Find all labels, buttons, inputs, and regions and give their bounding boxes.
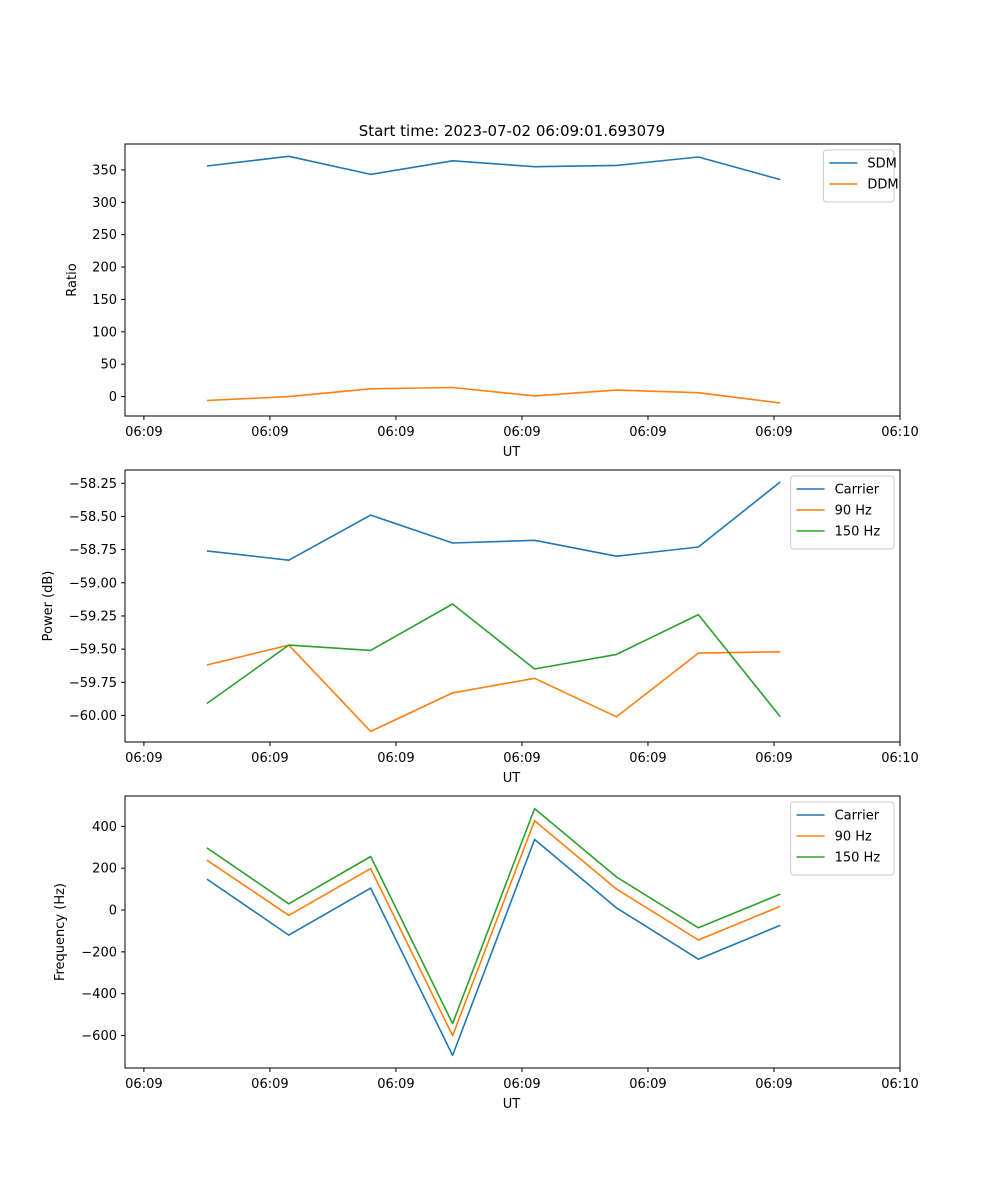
chart-power: 06:09 06:09 06:09 06:09 06:09 06:09 06:10 −60.0… [41, 469, 919, 786]
figure-title: Start time: 2023-07-02 06:09:01.693079 [359, 122, 665, 140]
x-tick-label: 06:09 [503, 425, 540, 440]
legend-label: SDM [867, 157, 896, 172]
y-tick-label: −59.00 [69, 576, 117, 591]
x-axis-label: UT [503, 771, 521, 786]
series-line-carrier [206, 838, 781, 1057]
y-tick-label: −59.25 [69, 609, 117, 624]
series-line-carrier [206, 481, 781, 562]
y-tick-label: 300 [92, 196, 117, 211]
series-line-150-hz [206, 807, 781, 1025]
legend-label: Carrier [835, 809, 880, 824]
x-tick-label: 06:09 [125, 425, 162, 440]
y-tick-label: 400 [92, 820, 117, 835]
y-tick-label: −59.50 [69, 643, 117, 658]
x-tick-label: 06:09 [629, 1077, 666, 1092]
y-tick-label: −58.75 [69, 543, 117, 558]
x-tick-label: 06:09 [125, 751, 162, 766]
series-line-90-hz [206, 819, 781, 1037]
legend-label: Carrier [835, 483, 880, 498]
y-tick-label: 200 [92, 261, 117, 276]
y-tick-label: 150 [92, 293, 117, 308]
x-tick-label: 06:10 [881, 425, 918, 440]
x-tick-label: 06:09 [755, 751, 792, 766]
y-axis-label: Frequency (Hz) [53, 883, 68, 981]
y-axis-label: Ratio [65, 263, 80, 296]
x-tick-label: 06:10 [881, 1077, 918, 1092]
x-axis-label: UT [503, 1097, 521, 1112]
axes-frame [124, 469, 901, 743]
legend: SDM DDM [822, 149, 899, 203]
axes-frame [124, 143, 901, 417]
series-line-90-hz [206, 644, 781, 733]
legend: Carrier 90 Hz 150 Hz [790, 475, 895, 550]
x-tick-label: 06:09 [251, 1077, 288, 1092]
x-tick-label: 06:10 [881, 751, 918, 766]
x-tick-label: 06:09 [377, 425, 414, 440]
y-tick-label: 0 [109, 390, 117, 405]
y-tick-label: −58.25 [69, 477, 117, 492]
x-tick-label: 06:09 [251, 751, 288, 766]
series-line-sdm [206, 155, 781, 181]
legend-label: 150 Hz [835, 525, 881, 540]
series-line-150-hz [206, 603, 781, 718]
x-tick-label: 06:09 [503, 1077, 540, 1092]
x-tick-label: 06:09 [125, 1077, 162, 1092]
x-tick-label: 06:09 [755, 425, 792, 440]
x-tick-label: 06:09 [503, 751, 540, 766]
y-tick-label: −60.00 [69, 709, 117, 724]
y-tick-label: 200 [92, 862, 117, 877]
y-tick-label: 250 [92, 228, 117, 243]
y-tick-label: −58.50 [69, 510, 117, 525]
axes-frame [124, 795, 901, 1069]
y-tick-label: −59.75 [69, 676, 117, 691]
series-line-ddm [206, 386, 781, 404]
y-axis-label: Power (dB) [41, 571, 56, 642]
x-tick-label: 06:09 [629, 425, 666, 440]
x-tick-label: 06:09 [377, 751, 414, 766]
legend-label: 150 Hz [835, 851, 881, 866]
chart-ratio: 06:09 06:09 06:09 06:09 06:09 06:09 06:10 0 50 10… [65, 143, 919, 460]
x-tick-label: 06:09 [755, 1077, 792, 1092]
y-tick-label: 350 [92, 163, 117, 178]
y-tick-label: 100 [92, 325, 117, 340]
y-tick-label: 0 [109, 904, 117, 919]
legend-label: 90 Hz [835, 830, 872, 845]
x-tick-label: 06:09 [377, 1077, 414, 1092]
x-axis-label: UT [503, 445, 521, 460]
legend: Carrier 90 Hz 150 Hz [790, 801, 895, 876]
legend-label: 90 Hz [835, 504, 872, 519]
y-tick-label: 50 [100, 358, 117, 373]
y-tick-label: −200 [81, 945, 117, 960]
x-tick-label: 06:09 [629, 751, 666, 766]
chart-frequency: 06:09 06:09 06:09 06:09 06:09 06:09 06:10 −600 −… [53, 795, 919, 1112]
legend-label: DDM [867, 178, 898, 193]
x-tick-label: 06:09 [251, 425, 288, 440]
y-tick-label: −400 [81, 987, 117, 1002]
y-tick-label: −600 [81, 1029, 117, 1044]
